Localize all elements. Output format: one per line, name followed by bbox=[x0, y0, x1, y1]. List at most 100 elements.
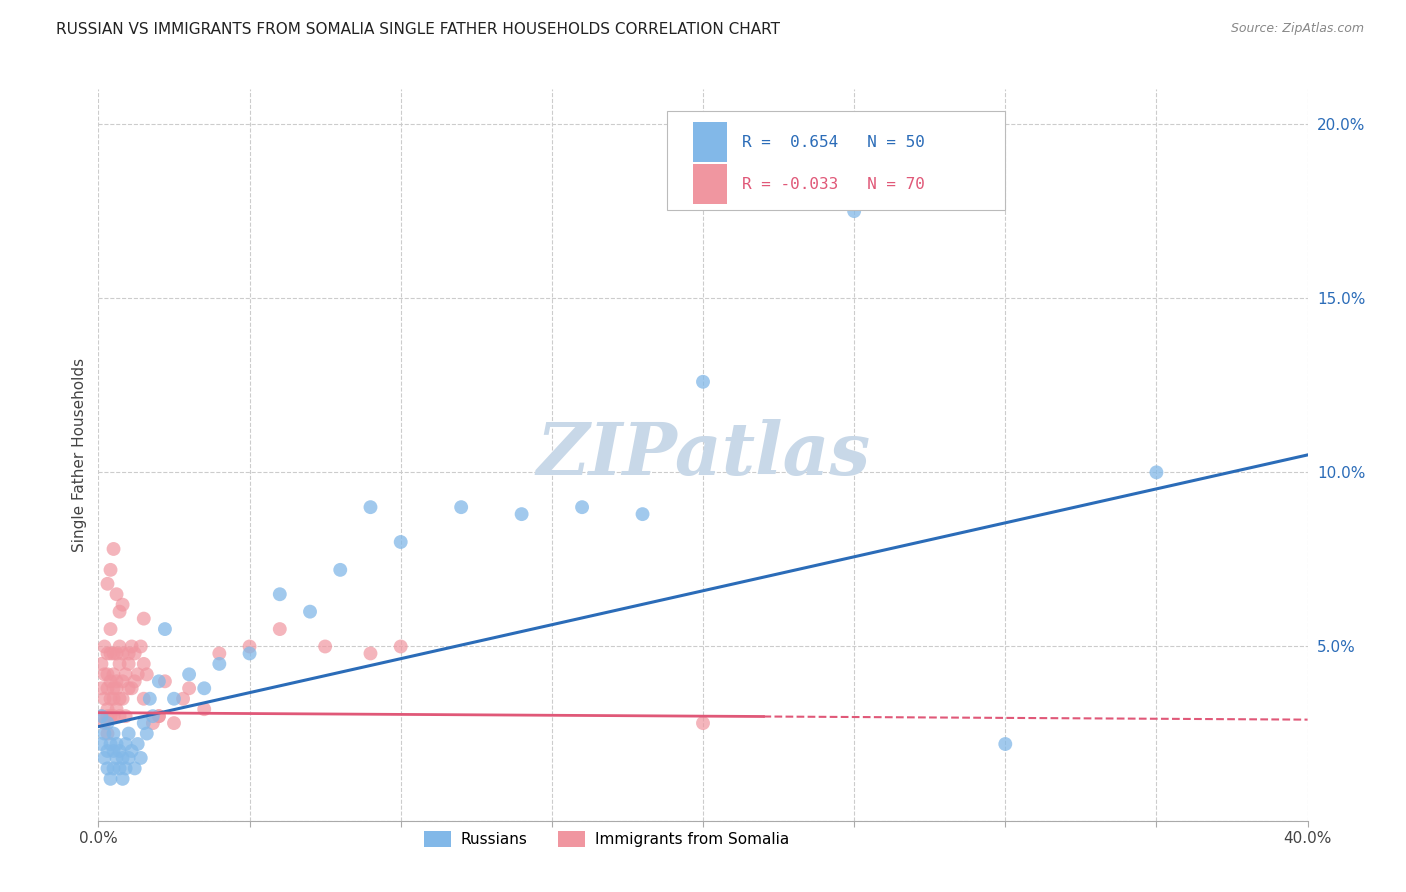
Point bbox=[103, 667, 125, 681]
Point bbox=[631, 507, 654, 521]
Point bbox=[208, 647, 231, 661]
Point bbox=[93, 691, 115, 706]
Point bbox=[90, 657, 112, 671]
Point bbox=[142, 716, 165, 731]
Point bbox=[118, 726, 141, 740]
Point bbox=[179, 667, 201, 681]
Point bbox=[360, 500, 382, 515]
Point bbox=[105, 674, 128, 689]
Point bbox=[105, 587, 128, 601]
Point bbox=[100, 647, 122, 661]
Point bbox=[148, 709, 170, 723]
Point bbox=[163, 691, 186, 706]
Point bbox=[269, 587, 291, 601]
Point bbox=[179, 681, 201, 696]
Point bbox=[100, 622, 122, 636]
Point bbox=[139, 691, 162, 706]
Point bbox=[692, 375, 714, 389]
Text: ZIPatlas: ZIPatlas bbox=[536, 419, 870, 491]
Point bbox=[103, 541, 125, 556]
Point bbox=[96, 647, 118, 661]
Point bbox=[105, 702, 128, 716]
Point bbox=[108, 605, 131, 619]
Point bbox=[163, 716, 186, 731]
Point bbox=[208, 657, 231, 671]
Point bbox=[90, 709, 112, 723]
Point bbox=[121, 681, 143, 696]
Point bbox=[239, 647, 262, 661]
Text: Source: ZipAtlas.com: Source: ZipAtlas.com bbox=[1230, 22, 1364, 36]
Point bbox=[96, 726, 118, 740]
Point bbox=[129, 751, 152, 765]
Point bbox=[127, 667, 149, 681]
Point bbox=[90, 709, 112, 723]
FancyBboxPatch shape bbox=[693, 164, 727, 204]
Point bbox=[96, 681, 118, 696]
Point bbox=[105, 647, 128, 661]
Point bbox=[111, 772, 134, 786]
Point bbox=[111, 751, 134, 765]
Point bbox=[108, 744, 131, 758]
Point bbox=[90, 681, 112, 696]
Point bbox=[510, 507, 533, 521]
Point bbox=[314, 640, 336, 654]
Point bbox=[114, 737, 136, 751]
Point bbox=[114, 709, 136, 723]
Point bbox=[360, 647, 382, 661]
Legend: Russians, Immigrants from Somalia: Russians, Immigrants from Somalia bbox=[418, 825, 794, 854]
Point bbox=[96, 667, 118, 681]
Point bbox=[142, 709, 165, 723]
Y-axis label: Single Father Households: Single Father Households bbox=[72, 358, 87, 552]
Point bbox=[108, 709, 131, 723]
Point bbox=[105, 737, 128, 751]
Point bbox=[135, 667, 157, 681]
Point bbox=[1144, 466, 1167, 480]
Point bbox=[103, 744, 125, 758]
Point bbox=[148, 709, 170, 723]
Point bbox=[108, 761, 131, 775]
Point bbox=[269, 622, 291, 636]
Point bbox=[118, 647, 141, 661]
Point bbox=[103, 726, 125, 740]
Point bbox=[118, 751, 141, 765]
Point bbox=[844, 204, 866, 219]
Point bbox=[193, 702, 215, 716]
Point bbox=[108, 691, 131, 706]
Point bbox=[96, 716, 118, 731]
Point bbox=[93, 716, 115, 731]
Point bbox=[132, 612, 155, 626]
Point bbox=[100, 737, 122, 751]
Point bbox=[103, 709, 125, 723]
Point bbox=[100, 772, 122, 786]
Point bbox=[994, 737, 1017, 751]
Point bbox=[121, 744, 143, 758]
Point bbox=[389, 535, 412, 549]
Point bbox=[96, 576, 118, 591]
Point bbox=[111, 647, 134, 661]
Point bbox=[132, 716, 155, 731]
Point bbox=[124, 647, 146, 661]
Point bbox=[124, 674, 146, 689]
Point bbox=[148, 674, 170, 689]
Point bbox=[389, 640, 412, 654]
Point bbox=[111, 598, 134, 612]
Point bbox=[692, 716, 714, 731]
Text: RUSSIAN VS IMMIGRANTS FROM SOMALIA SINGLE FATHER HOUSEHOLDS CORRELATION CHART: RUSSIAN VS IMMIGRANTS FROM SOMALIA SINGL… bbox=[56, 22, 780, 37]
Point bbox=[124, 761, 146, 775]
Point bbox=[108, 640, 131, 654]
Point bbox=[103, 761, 125, 775]
Text: R = -0.033   N = 70: R = -0.033 N = 70 bbox=[742, 177, 925, 192]
Point bbox=[96, 761, 118, 775]
Point bbox=[132, 691, 155, 706]
Point bbox=[96, 709, 118, 723]
Point bbox=[100, 691, 122, 706]
Point bbox=[105, 681, 128, 696]
Point bbox=[108, 657, 131, 671]
Point bbox=[239, 640, 262, 654]
Point bbox=[103, 691, 125, 706]
Point bbox=[132, 657, 155, 671]
Point bbox=[100, 674, 122, 689]
Point bbox=[93, 726, 115, 740]
Point bbox=[193, 681, 215, 696]
Point bbox=[111, 691, 134, 706]
